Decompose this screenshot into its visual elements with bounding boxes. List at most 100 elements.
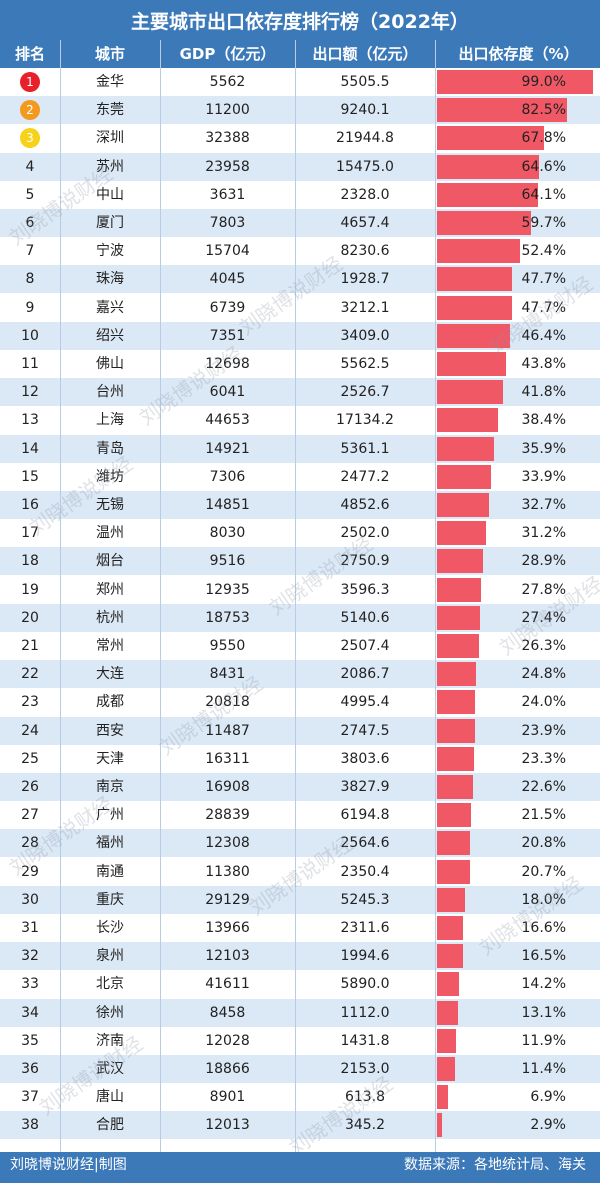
city-cell: 苏州 (96, 158, 124, 175)
city-cell: 天津 (96, 750, 124, 767)
dependency-bar (437, 605, 481, 630)
table-row: 10 绍兴 7351 3409.0 46.4% (0, 321, 600, 350)
rank-cell: 3 (0, 124, 60, 152)
table-row: 35 济南 12028 1431.8 11.9% (0, 1026, 600, 1055)
dependency-cell: 18.0% (437, 886, 594, 914)
dependency-bar (437, 690, 475, 715)
dependency-cell: 27.4% (437, 604, 594, 632)
rank-cell: 29 (21, 863, 39, 880)
gdp-cell: 12935 (205, 581, 250, 598)
export-cell: 1431.8 (340, 1032, 390, 1049)
header-gdp: GDP（亿元） (179, 45, 276, 63)
rank-cell: 24 (21, 722, 39, 739)
table-row: 2 东莞 11200 9240.1 82.5% (0, 96, 600, 125)
gdp-cell: 28839 (205, 807, 250, 824)
city-cell: 福州 (96, 835, 124, 852)
dependency-bar (437, 887, 466, 912)
dependency-cell: 13.1% (437, 999, 594, 1027)
rank-cell: 26 (21, 779, 39, 795)
dependency-cell: 47.7% (437, 294, 594, 322)
dependency-cell: 35.9% (437, 435, 594, 463)
export-cell: 5361.1 (340, 440, 390, 457)
dependency-label: 32.7% (521, 497, 566, 513)
dependency-label: 18.0% (521, 891, 566, 908)
city-cell: 南通 (96, 863, 124, 880)
dependency-bar (437, 211, 532, 235)
dependency-cell: 99.0% (437, 68, 594, 96)
gdp-cell: 11200 (205, 102, 250, 119)
dependency-bar (437, 718, 475, 743)
rank-cell: 23 (21, 694, 39, 711)
table-row: 22 大连 8431 2086.7 24.8% (0, 660, 600, 689)
dependency-label: 11.4% (521, 1061, 566, 1077)
dependency-cell: 14.2% (437, 970, 594, 998)
dependency-bar (437, 662, 477, 687)
dependency-cell: 41.8% (437, 378, 594, 406)
city-cell: 佛山 (96, 356, 124, 372)
city-cell: 温州 (96, 525, 124, 542)
rank-cell: 32 (21, 948, 39, 965)
gdp-cell: 14851 (205, 497, 250, 513)
city-cell: 潍坊 (96, 468, 124, 485)
rank-cell: 6 (25, 215, 35, 231)
table-row: 37 唐山 8901 613.8 6.9% (0, 1083, 600, 1112)
dependency-bar (437, 549, 483, 574)
city-cell: 唐山 (96, 1089, 124, 1106)
table-row: 36 武汉 18866 2153.0 11.4% (0, 1055, 600, 1083)
export-cell: 2086.7 (340, 666, 390, 683)
dependency-cell: 26.3% (437, 632, 594, 660)
table-row: 1 金华 5562 5505.5 99.0% (0, 68, 600, 96)
rank-medal-icon: 2 (20, 100, 40, 121)
gdp-cell: 12698 (205, 356, 250, 372)
dependency-label: 11.9% (521, 1032, 566, 1049)
dependency-cell: 20.7% (437, 858, 594, 886)
dependency-cell: 67.8% (437, 124, 594, 152)
dependency-cell: 21.5% (437, 801, 594, 829)
export-cell: 3596.3 (340, 581, 390, 598)
rank-cell: 9 (25, 299, 35, 316)
dependency-label: 47.7% (521, 271, 566, 288)
dependency-label: 24.0% (521, 694, 566, 711)
dependency-label: 24.8% (521, 666, 566, 683)
table-row: 20 杭州 18753 5140.6 27.4% (0, 603, 600, 632)
dependency-label: 23.9% (521, 722, 566, 739)
rank-cell: 21 (21, 638, 39, 654)
rank-cell: 7 (25, 243, 35, 260)
rank-cell: 8 (25, 271, 35, 288)
dependency-cell: 16.6% (437, 914, 594, 942)
dependency-cell: 32.7% (437, 491, 594, 519)
dependency-label: 47.7% (521, 299, 566, 316)
city-cell: 西安 (96, 722, 124, 739)
dependency-cell: 16.5% (437, 942, 594, 970)
chart-title: 主要城市出口依存度排行榜（2022年） (0, 0, 600, 40)
gdp-cell: 7351 (209, 327, 246, 344)
table-row: 33 北京 41611 5890.0 14.2% (0, 970, 600, 999)
dependency-bar (437, 352, 507, 376)
table-row: 5 中山 3631 2328.0 64.1% (0, 180, 600, 209)
dependency-label: 82.5% (521, 102, 566, 119)
dependency-cell: 23.3% (437, 745, 594, 773)
export-cell: 4852.6 (340, 497, 390, 513)
gdp-cell: 8458 (209, 1004, 246, 1021)
city-cell: 金华 (96, 74, 124, 90)
export-cell: 5245.3 (340, 891, 390, 908)
export-cell: 2477.2 (340, 468, 390, 485)
table-row: 34 徐州 8458 1112.0 13.1% (0, 998, 600, 1027)
rank-cell: 33 (21, 976, 39, 993)
table-row: 17 温州 8030 2502.0 31.2% (0, 519, 600, 548)
gdp-cell: 8431 (209, 666, 246, 683)
dependency-cell: 31.2% (437, 519, 594, 547)
column-divider (60, 40, 61, 1152)
rank-cell: 30 (21, 891, 39, 908)
city-cell: 厦门 (96, 215, 124, 231)
dependency-bar (437, 98, 568, 123)
dependency-bar (437, 126, 545, 151)
city-cell: 宁波 (96, 243, 124, 260)
gdp-cell: 9516 (209, 553, 246, 570)
dependency-label: 33.9% (521, 468, 566, 485)
city-cell: 郑州 (96, 581, 124, 598)
export-cell: 2153.0 (340, 1061, 390, 1077)
dependency-bar (437, 634, 479, 658)
dependency-bar (437, 1028, 456, 1053)
gdp-cell: 12013 (205, 1117, 250, 1134)
